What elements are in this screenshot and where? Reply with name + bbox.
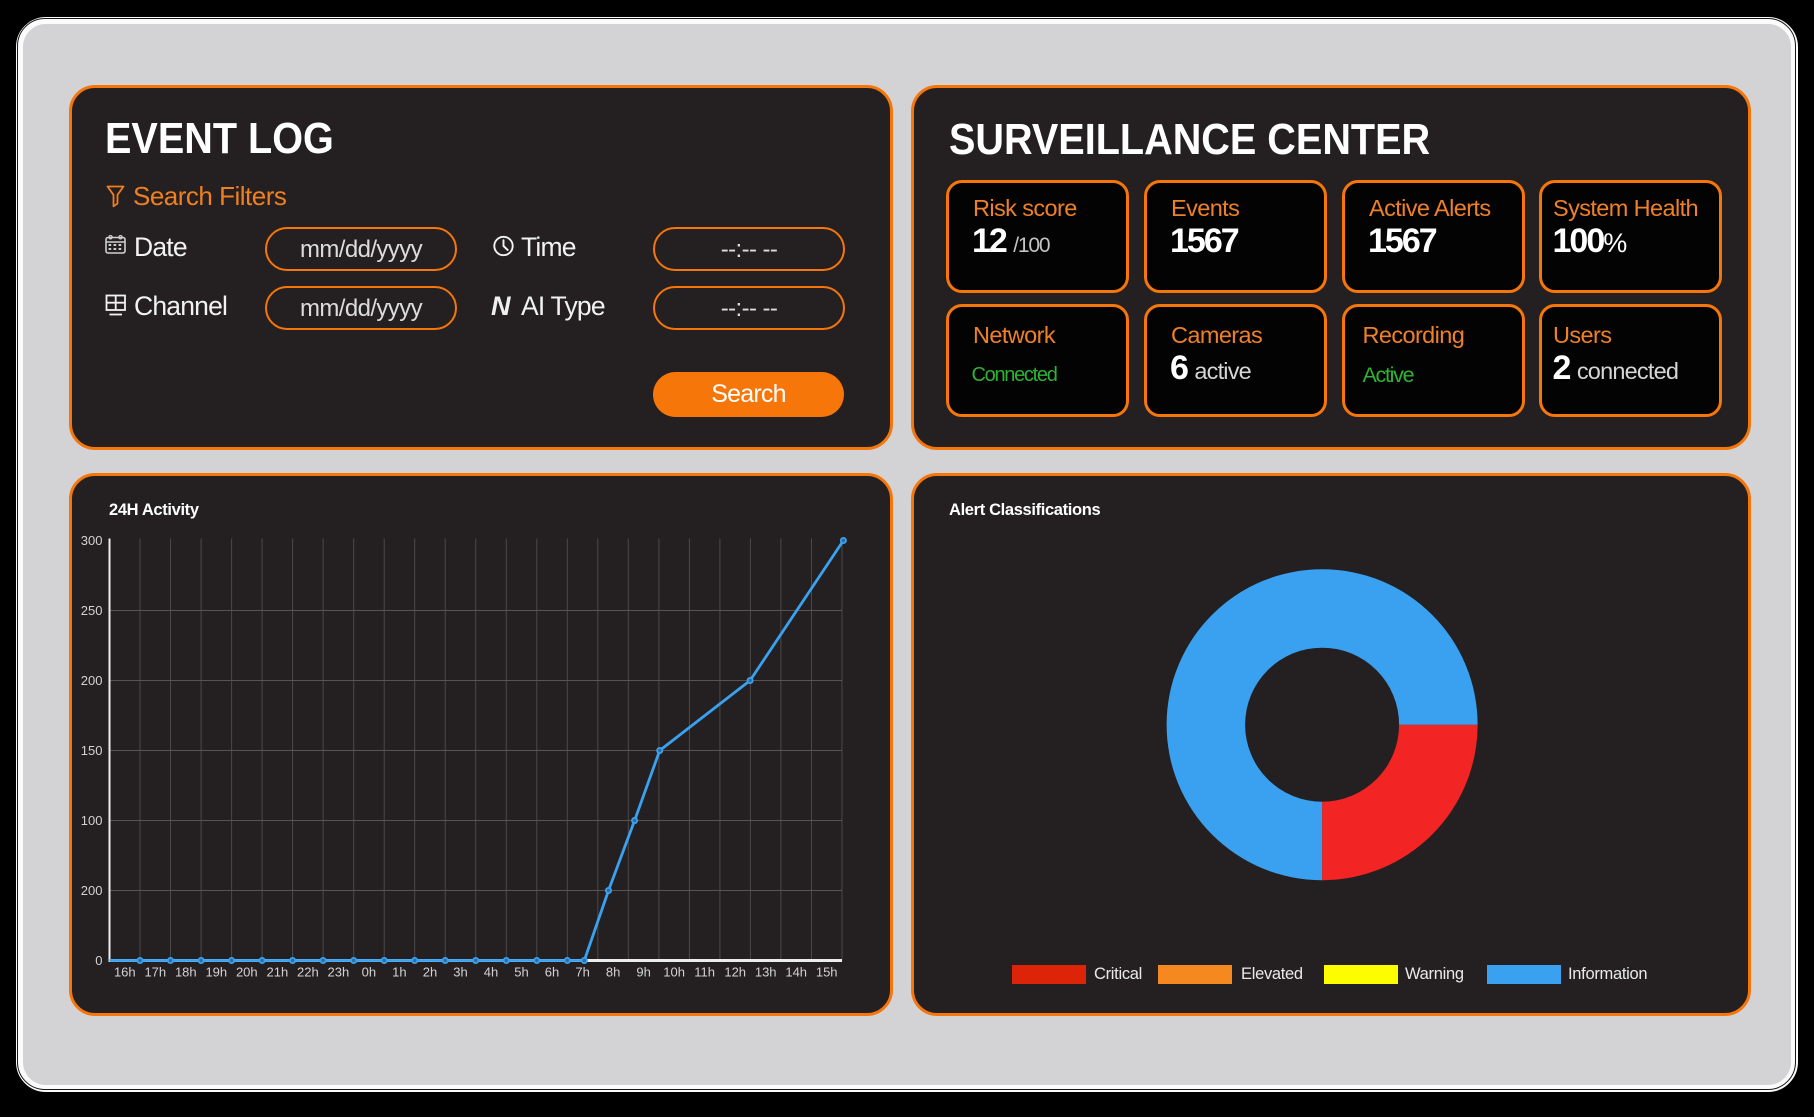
svg-text:21h: 21h (267, 965, 289, 980)
svg-text:150: 150 (81, 743, 103, 758)
svg-text:14h: 14h (785, 965, 807, 980)
svg-text:18h: 18h (175, 965, 197, 980)
svg-text:9h: 9h (636, 965, 650, 980)
svg-text:20h: 20h (236, 965, 258, 980)
svg-text:3h: 3h (453, 965, 467, 980)
svg-text:16h: 16h (114, 965, 136, 980)
svg-text:100: 100 (81, 813, 103, 828)
svg-text:6h: 6h (545, 965, 559, 980)
svg-text:23h: 23h (328, 965, 350, 980)
svg-text:2h: 2h (423, 965, 437, 980)
svg-text:0: 0 (95, 953, 102, 968)
svg-text:N: N (491, 294, 511, 318)
svg-text:300: 300 (81, 533, 103, 548)
svg-text:200: 200 (81, 673, 103, 688)
svg-text:15h: 15h (816, 965, 838, 980)
svg-text:17h: 17h (144, 965, 166, 980)
svg-text:10h: 10h (663, 965, 685, 980)
svg-text:0h: 0h (362, 965, 376, 980)
svg-text:11h: 11h (694, 965, 715, 980)
svg-text:1h: 1h (392, 965, 406, 980)
svg-text:13h: 13h (755, 965, 777, 980)
svg-text:200: 200 (81, 883, 103, 898)
svg-text:7h: 7h (575, 965, 589, 980)
svg-text:8h: 8h (606, 965, 620, 980)
svg-text:250: 250 (81, 603, 103, 618)
svg-text:4h: 4h (484, 965, 498, 980)
svg-text:22h: 22h (297, 965, 319, 980)
svg-text:5h: 5h (514, 965, 528, 980)
svg-text:12h: 12h (724, 965, 746, 980)
svg-text:19h: 19h (205, 965, 227, 980)
